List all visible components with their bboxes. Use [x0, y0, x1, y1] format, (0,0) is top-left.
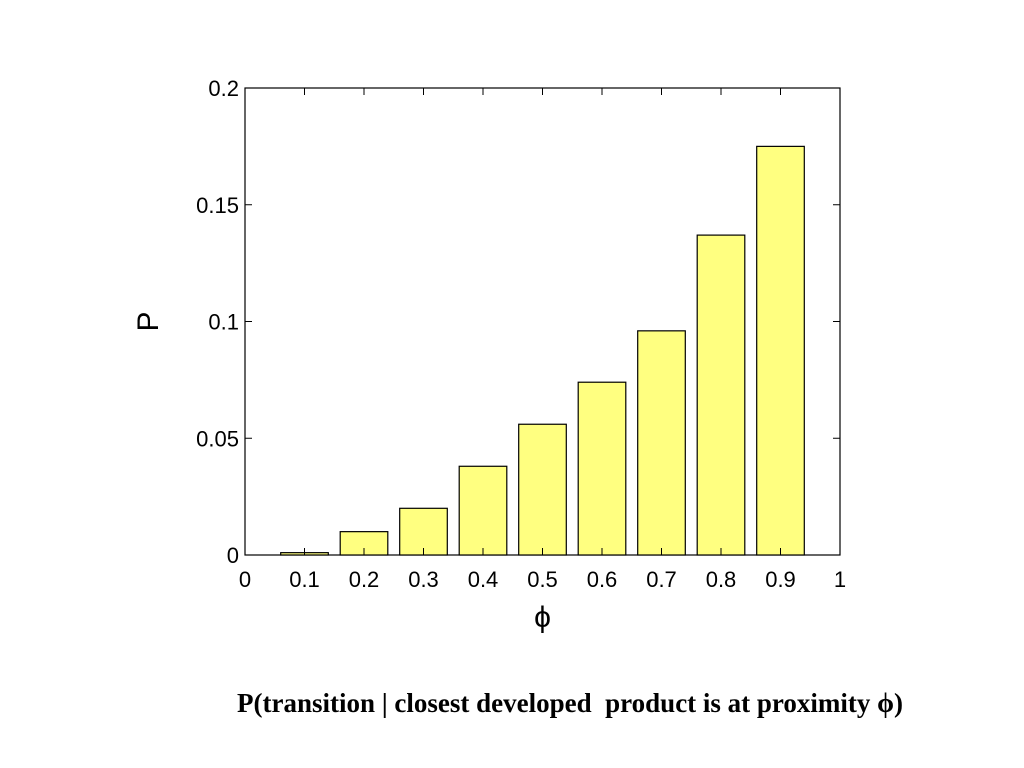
- y-axis-label: P: [132, 311, 165, 331]
- y-tick-label: 0.15: [196, 193, 239, 218]
- x-tick-labels: 0 0.1 0.2 0.3 0.4 0.5 0.6 0.7 0.8 0.9 1: [239, 567, 846, 592]
- x-tick-label: 0.5: [527, 567, 558, 592]
- bar-0.7: [637, 330, 686, 556]
- axis-ticks: [244, 87, 841, 556]
- bar-0.5: [518, 423, 567, 556]
- y-tick-label: 0.2: [208, 76, 239, 101]
- bar-0.8: [696, 234, 746, 556]
- y-tick-labels: 0 0.05 0.1 0.15 0.2: [196, 76, 239, 568]
- x-tick-label: 0.8: [706, 567, 737, 592]
- x-tick-label: 0.1: [289, 567, 320, 592]
- bar-0.6: [577, 381, 627, 556]
- y-tick-label: 0: [227, 543, 239, 568]
- x-tick-label: 0: [239, 567, 251, 592]
- x-tick-label: 0.2: [349, 567, 380, 592]
- bar-0.4: [458, 465, 508, 556]
- x-tick-label: 0.7: [646, 567, 677, 592]
- x-tick-label: 0.6: [587, 567, 618, 592]
- x-tick-label: 0.3: [408, 567, 439, 592]
- x-tick-label: 0.9: [765, 567, 796, 592]
- bar-0.9: [756, 145, 805, 556]
- y-tick-label: 0.05: [196, 426, 239, 451]
- bar-0.3: [399, 507, 448, 556]
- x-tick-label: 1: [834, 567, 846, 592]
- chart-caption: P(transition | closest developed product…: [237, 688, 903, 718]
- x-tick-label: 0.4: [468, 567, 499, 592]
- x-axis-label: ϕ: [534, 601, 551, 634]
- y-tick-label: 0.1: [208, 310, 239, 335]
- bars: [280, 145, 805, 556]
